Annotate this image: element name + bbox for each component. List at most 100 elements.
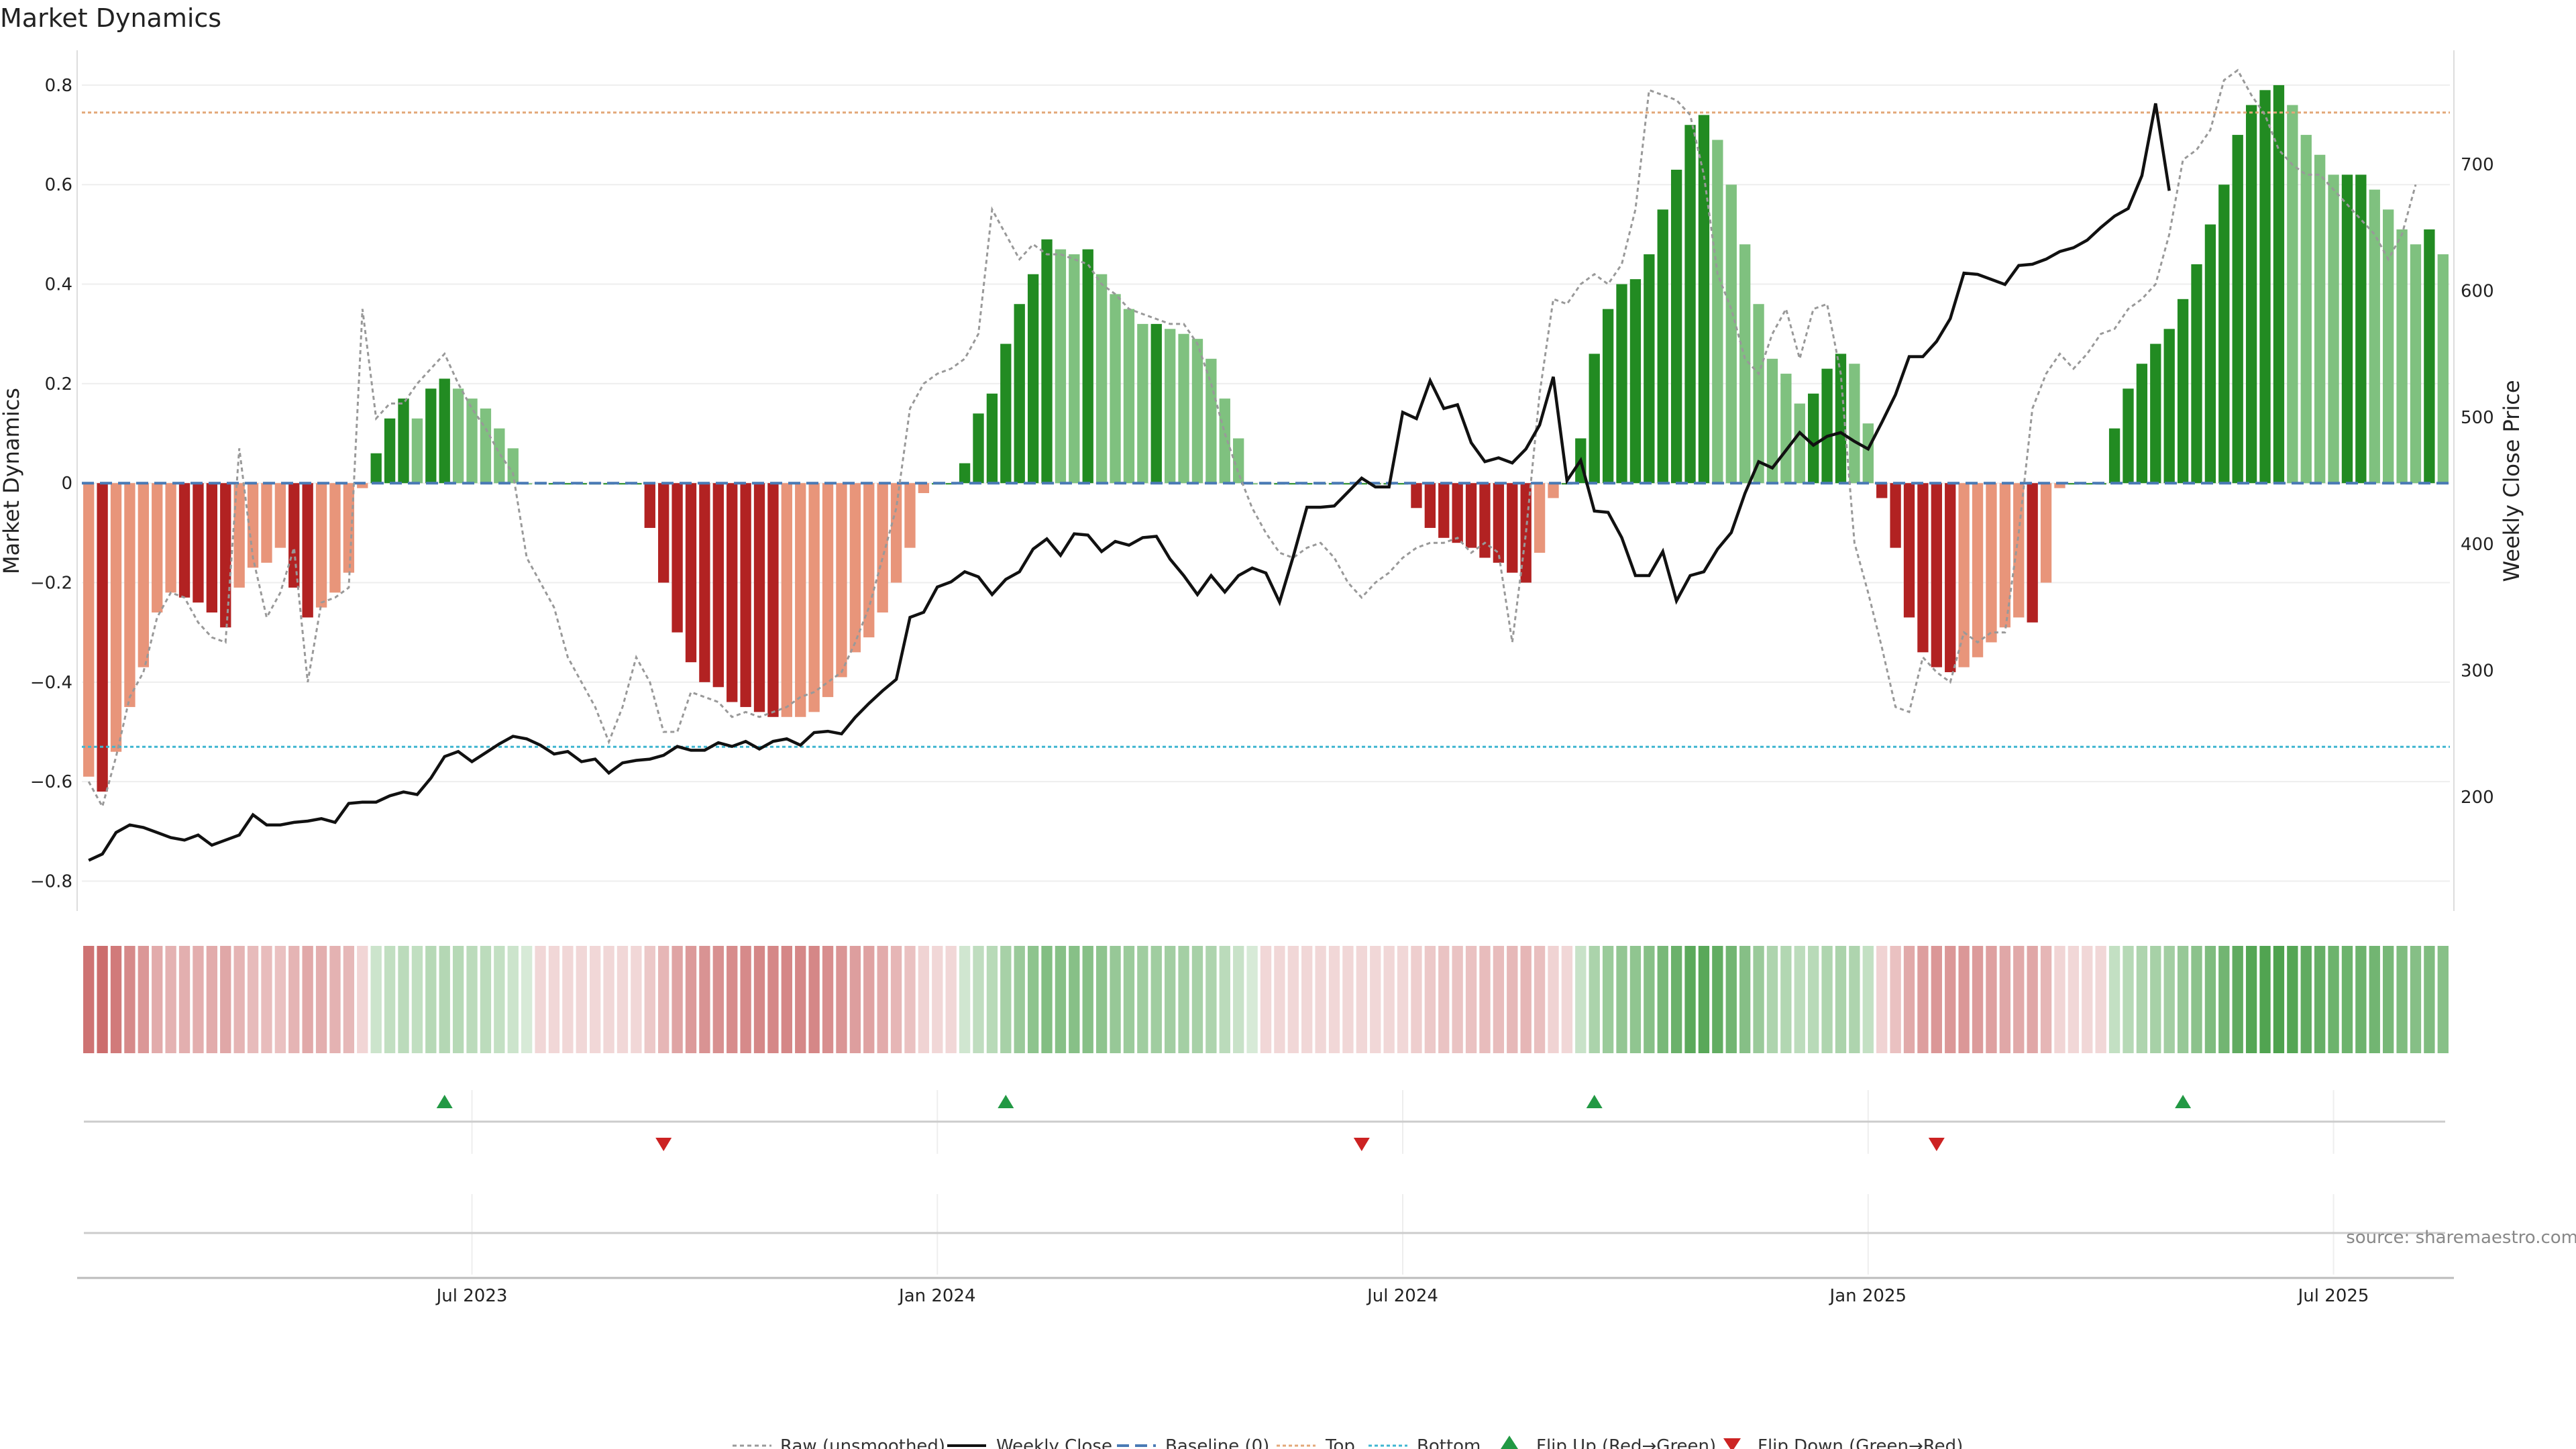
strip-cell-59 <box>890 946 902 1053</box>
strip-cell-170 <box>2410 946 2422 1053</box>
strip-cell-102 <box>1479 946 1491 1053</box>
bar-76 <box>1123 309 1135 484</box>
x-tick-label-1: Jan 2024 <box>898 1286 976 1306</box>
strip-cell-7 <box>178 946 191 1053</box>
strip-cell-121 <box>1739 946 1751 1053</box>
bar-3 <box>124 483 136 707</box>
bar-140 <box>1999 483 2011 628</box>
bar-66 <box>986 393 998 484</box>
flip-up-marker-2 <box>1586 1095 1603 1108</box>
strip-cell-14 <box>274 946 286 1053</box>
strip-cell-165 <box>2341 946 2353 1053</box>
x-tick-label-3: Jan 2025 <box>1829 1286 1907 1306</box>
flip-up-marker-3 <box>2175 1095 2192 1108</box>
bar-131 <box>1876 483 1888 498</box>
strip-cell-6 <box>165 946 176 1053</box>
bar-25 <box>425 388 437 484</box>
bar-26 <box>439 378 450 484</box>
threshold-lines <box>82 111 2450 748</box>
weekly-close-line <box>88 103 2171 862</box>
strip-cell-23 <box>398 946 409 1053</box>
strip-cell-50 <box>767 946 779 1053</box>
strip-cell-70 <box>1041 946 1053 1053</box>
bar-107 <box>1548 483 1559 498</box>
bar-15 <box>288 483 300 588</box>
strip-cell-62 <box>932 946 943 1053</box>
bar-169 <box>2396 229 2408 484</box>
strip-cell-131 <box>1876 946 1888 1053</box>
strip-cell-151 <box>2150 946 2161 1053</box>
bar-106 <box>1534 483 1546 553</box>
bar-108 <box>1561 483 1573 485</box>
strip-cell-27 <box>452 946 464 1053</box>
bar-10 <box>220 483 231 628</box>
bar-114 <box>1644 254 1655 484</box>
strip-cell-138 <box>1972 946 1984 1053</box>
strip-cell-43 <box>672 946 683 1053</box>
bar-138 <box>1972 483 1984 657</box>
strip-cell-45 <box>699 946 710 1053</box>
left-tick-label-3: 0.2 <box>45 374 72 394</box>
legend-flip-up-swatch <box>1501 1436 1518 1449</box>
bar-102 <box>1479 483 1491 558</box>
bar-35 <box>562 483 574 485</box>
strip-cell-12 <box>247 946 259 1053</box>
strip-cell-99 <box>1438 946 1450 1053</box>
left-tick-label-6: −0.4 <box>30 673 72 693</box>
right-y-ticks: 700 600 500 400 300 200 <box>2461 155 2494 808</box>
strip-cell-73 <box>1082 946 1093 1053</box>
bar-171 <box>2424 229 2435 484</box>
bar-51 <box>781 483 792 717</box>
left-tick-label-1: 0.6 <box>45 175 72 195</box>
bar-27 <box>452 388 464 484</box>
bar-8 <box>193 483 204 603</box>
strip-cell-144 <box>2054 946 2065 1053</box>
bar-130 <box>1862 423 1874 484</box>
strip-cell-114 <box>1644 946 1655 1053</box>
bar-84 <box>1233 438 1244 484</box>
bar-166 <box>2355 174 2367 484</box>
bar-69 <box>1027 274 1039 484</box>
strip-cell-33 <box>535 946 546 1053</box>
bar-61 <box>918 483 930 494</box>
bar-29 <box>480 408 492 484</box>
bar-125 <box>1794 403 1805 484</box>
dynamics-bars <box>83 85 2449 792</box>
strip-cell-85 <box>1246 946 1258 1053</box>
close-series <box>88 103 2171 862</box>
strip-cell-106 <box>1534 946 1546 1053</box>
strip-cell-94 <box>1370 946 1381 1053</box>
bar-72 <box>1069 254 1080 484</box>
bar-101 <box>1465 483 1477 548</box>
bar-122 <box>1753 304 1764 484</box>
bar-79 <box>1165 329 1176 484</box>
bar-103 <box>1493 483 1505 563</box>
bar-112 <box>1616 284 1627 484</box>
bar-111 <box>1602 309 1614 484</box>
strip-cell-74 <box>1095 946 1108 1053</box>
legend-flip-down-swatch <box>1723 1438 1741 1449</box>
bar-71 <box>1055 249 1067 484</box>
strip-cell-88 <box>1287 946 1299 1053</box>
bar-156 <box>2218 184 2230 484</box>
strip-cell-54 <box>822 946 834 1053</box>
bar-7 <box>178 483 191 598</box>
strip-cell-15 <box>288 946 300 1053</box>
strip-cell-109 <box>1575 946 1587 1053</box>
bar-121 <box>1739 244 1751 484</box>
strip-cell-3 <box>124 946 136 1053</box>
bar-41 <box>644 483 655 528</box>
bar-12 <box>247 483 259 568</box>
strip-cell-136 <box>1945 946 1956 1053</box>
strip-cell-0 <box>83 946 95 1053</box>
strip-cell-4 <box>138 946 149 1053</box>
raw-series <box>87 68 2417 810</box>
right-y-label: Weekly Close Price <box>2499 380 2524 582</box>
legend-top-label: Top <box>1325 1436 1355 1449</box>
bar-39 <box>616 483 629 485</box>
strip-cell-35 <box>562 946 574 1053</box>
strip-cell-154 <box>2191 946 2202 1053</box>
bar-96 <box>1397 483 1409 485</box>
strip-cell-112 <box>1616 946 1627 1053</box>
strip-cell-48 <box>740 946 751 1053</box>
